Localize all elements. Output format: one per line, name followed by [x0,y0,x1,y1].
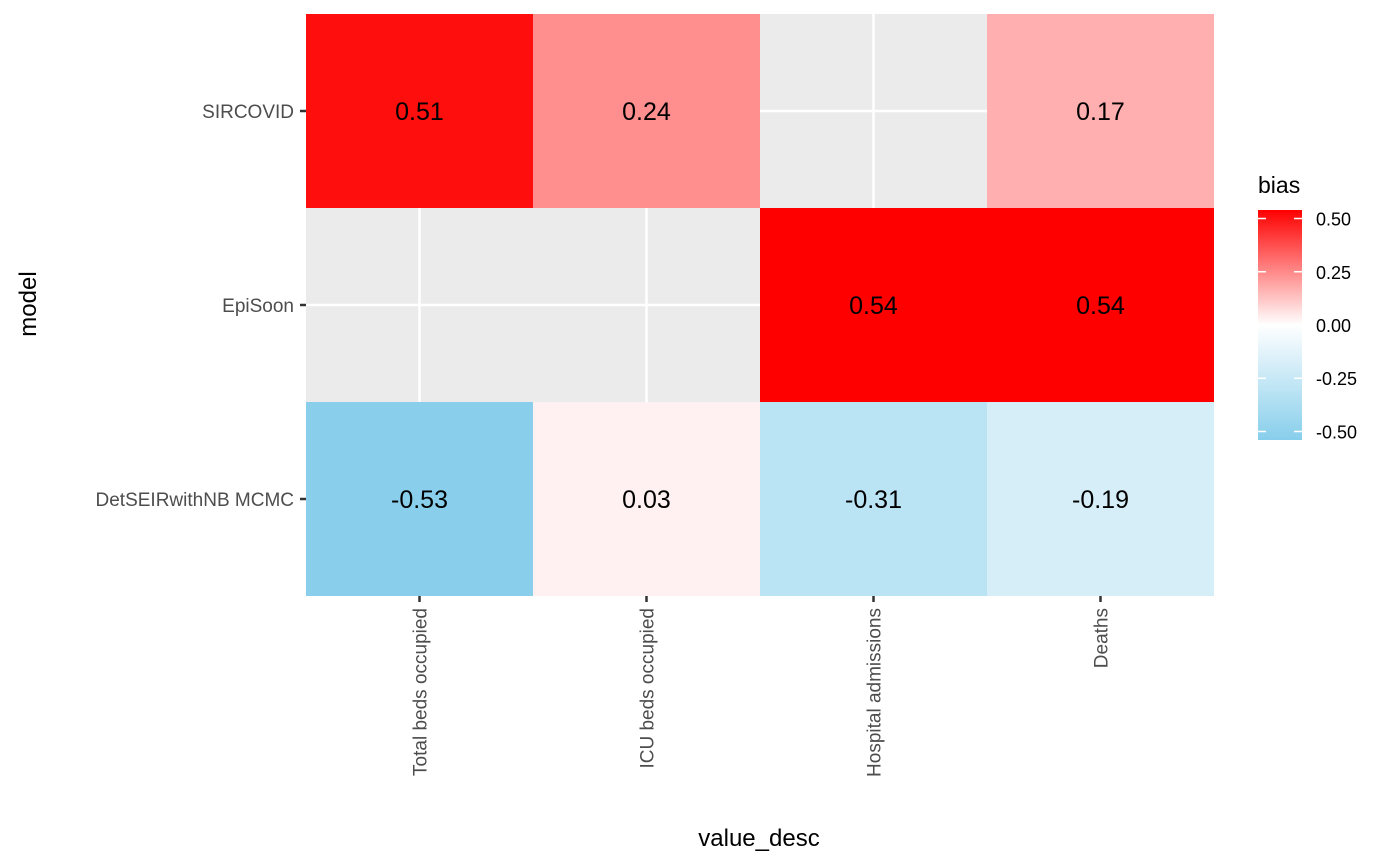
x-tick-label: ICU beds occupied [638,608,659,769]
cell-value-label: -0.31 [845,486,902,514]
heatmap-cell [306,14,533,208]
y-axis: SIRCOVID EpiSoon DetSEIRwithNB MCMC [96,102,306,511]
y-tick-label: DetSEIRwithNB MCMC [96,490,294,511]
heatmap-cells [306,14,1214,596]
heatmap-cell [987,14,1214,208]
cell-value-label: -0.19 [1072,486,1129,514]
y-tick-label: SIRCOVID [202,102,294,123]
x-axis-title: value_desc [698,825,819,852]
cell-value-label: 0.51 [395,98,444,126]
heatmap-cell [760,402,987,596]
y-axis-title: model [15,271,42,336]
color-legend: bias 0.50 0.25 0.00 -0.25 -0.50 [1258,172,1357,442]
cell-value-label: 0.24 [622,98,671,126]
cell-value-label: 0.54 [1076,292,1125,320]
heatmap-cell [306,402,533,596]
x-tick-label: Hospital admissions [865,608,886,777]
heatmap-cell [533,14,760,208]
legend-break-label: -0.50 [1316,422,1357,442]
legend-break-label: -0.25 [1316,369,1357,389]
legend-title: bias [1258,172,1300,198]
cell-value-labels: 0.51 0.24 0.17 0.54 0.54 -0.53 0.03 -0.31 -0.19 [391,98,1129,514]
x-tick-label: Deaths [1092,608,1113,668]
cell-value-label: 0.54 [849,292,898,320]
x-tick-label: Total beds occupied [411,608,432,776]
legend-break-label: 0.50 [1316,210,1351,230]
y-tick-label: EpiSoon [222,296,294,317]
cell-value-label: -0.53 [391,486,448,514]
legend-break-label: 0.00 [1316,316,1351,336]
legend-break-label: 0.25 [1316,263,1351,283]
heatmap-cell [987,208,1214,402]
heatmap-cell [533,402,760,596]
cell-value-label: 0.17 [1076,98,1125,126]
heatmap-cell [760,208,987,402]
heatmap-cell [987,402,1214,596]
x-axis: Total beds occupied ICU beds occupied Hosp… [411,596,1113,777]
cell-value-label: 0.03 [622,486,671,514]
